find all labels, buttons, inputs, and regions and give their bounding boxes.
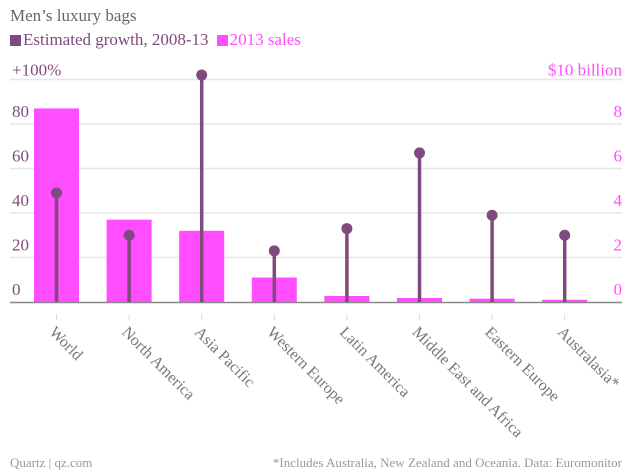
legend: Estimated growth, 2008-13 2013 sales <box>10 30 301 50</box>
chart-title: Men’s luxury bags <box>10 6 137 25</box>
left-tick-label: 20 <box>12 236 29 255</box>
x-tick-label: Latin America <box>336 324 413 401</box>
x-tick-label: North America <box>118 324 198 404</box>
growth-dot <box>123 229 135 241</box>
growth-dot <box>51 187 62 199</box>
right-tick-label: $10 billion <box>548 61 623 80</box>
x-tick-label: Eastern Europe <box>481 324 562 405</box>
legend-swatch-sales <box>216 34 228 46</box>
left-tick-label: 0 <box>12 280 21 299</box>
legend-label-sales: 2013 sales <box>229 30 301 49</box>
x-tick-label: Asia Pacific <box>191 324 258 391</box>
left-tick-label: 40 <box>12 191 29 210</box>
growth-dot <box>559 229 571 241</box>
right-tick-label: 4 <box>614 191 623 210</box>
left-tick-label: 80 <box>12 102 29 121</box>
right-tick-label: 6 <box>614 147 623 166</box>
footer-source: Quartz | qz.com <box>10 455 93 470</box>
x-tick-label: World <box>46 324 86 364</box>
growth-dot <box>268 245 280 257</box>
left-tick-label: 60 <box>12 147 29 166</box>
growth-dot <box>196 69 208 81</box>
right-tick-label: 2 <box>614 236 623 255</box>
growth-dot <box>486 209 498 221</box>
legend-item-sales: 2013 sales <box>216 30 301 50</box>
x-tick-label: Australasia* <box>554 324 623 393</box>
footer-note: *Includes Australia, New Zealand and Oce… <box>272 455 622 470</box>
legend-swatch-growth <box>10 34 21 46</box>
growth-dot <box>414 147 425 159</box>
legend-label-growth: Estimated growth, 2008-13 <box>23 30 209 49</box>
legend-item-growth: Estimated growth, 2008-13 <box>10 30 209 50</box>
left-tick-label: +100% <box>12 61 61 80</box>
x-tick-label: Western Europe <box>263 324 347 408</box>
right-tick-label: 8 <box>614 102 623 121</box>
right-tick-label: 0 <box>614 280 623 299</box>
growth-dot <box>341 223 353 235</box>
